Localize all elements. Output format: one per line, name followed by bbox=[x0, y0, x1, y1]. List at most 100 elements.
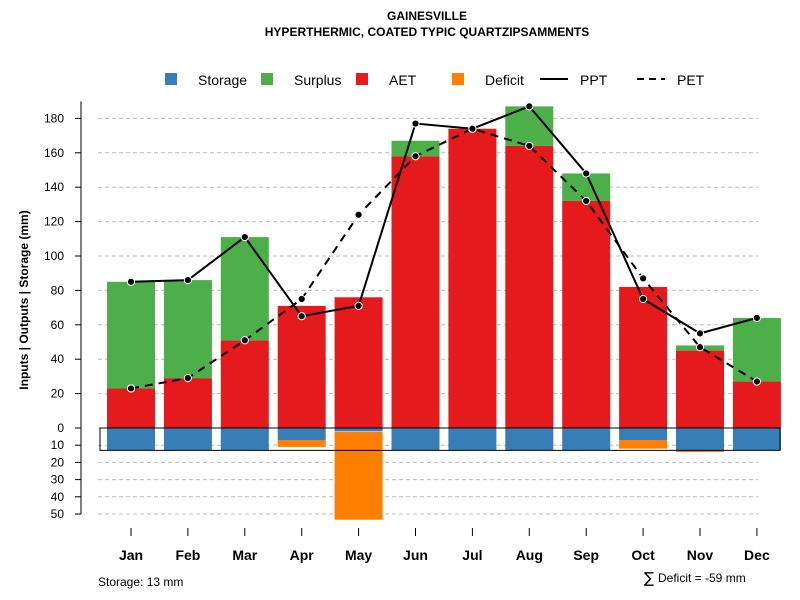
chart-subtitle: HYPERTHERMIC, COATED TYPIC QUARTZIPSAMME… bbox=[265, 25, 589, 39]
pet-point bbox=[525, 141, 534, 151]
ppt-point bbox=[354, 301, 363, 310]
y-tick-label: 50 bbox=[51, 507, 65, 521]
storage-bar bbox=[676, 428, 724, 451]
pet-point bbox=[411, 152, 420, 161]
aet-bar bbox=[163, 378, 212, 428]
ppt-point bbox=[240, 232, 249, 242]
y-tick-label: 10 bbox=[51, 438, 65, 452]
aet-bar bbox=[505, 145, 554, 429]
x-tick-label: May bbox=[345, 547, 372, 563]
y-tick-label: 180 bbox=[44, 111, 64, 125]
legend-ppt-label: PPT bbox=[580, 72, 608, 88]
footer-storage: Storage: 13 mm bbox=[98, 575, 183, 589]
x-tick-label: Jul bbox=[462, 547, 482, 563]
x-tick-label: Feb bbox=[175, 547, 200, 563]
pet-point bbox=[695, 343, 705, 352]
x-tick-label: Jun bbox=[403, 547, 428, 563]
y-tick-label: 160 bbox=[44, 146, 64, 160]
y-tick-label: 120 bbox=[44, 215, 64, 229]
ppt-point bbox=[582, 169, 591, 178]
aet-bar bbox=[676, 350, 724, 428]
pet-point bbox=[297, 294, 306, 304]
ppt-point bbox=[752, 313, 762, 323]
pet-point bbox=[639, 274, 648, 283]
y-tick-label: 20 bbox=[51, 387, 65, 401]
pet-line bbox=[130, 127, 758, 390]
aet-bar bbox=[277, 305, 326, 428]
ppt-point bbox=[639, 294, 648, 304]
legend-storage-swatch bbox=[165, 73, 177, 85]
y-tick-label: 40 bbox=[51, 352, 65, 366]
storage-bar bbox=[391, 428, 440, 451]
deficit-bar bbox=[277, 440, 326, 447]
x-tick-label: Nov bbox=[687, 547, 714, 563]
storage-bar bbox=[163, 428, 212, 451]
ppt-point bbox=[468, 124, 477, 133]
aet-bar bbox=[107, 388, 155, 428]
storage-bar bbox=[505, 428, 554, 451]
deficit-bar bbox=[676, 450, 724, 453]
pet-point bbox=[354, 210, 363, 219]
surplus-bar bbox=[220, 237, 269, 341]
legend-aet-swatch bbox=[356, 73, 368, 85]
legend-pet-label: PET bbox=[677, 72, 705, 88]
storage-bar bbox=[334, 428, 383, 432]
aet-bar bbox=[391, 156, 440, 429]
ppt-line bbox=[130, 105, 758, 335]
y-tick-label: 80 bbox=[51, 283, 65, 297]
storage-bar bbox=[562, 428, 611, 451]
legend-surplus-swatch bbox=[261, 73, 273, 85]
aet-bar bbox=[220, 340, 269, 428]
x-tick-label: Aug bbox=[516, 547, 543, 563]
aet-bar bbox=[562, 200, 611, 428]
pet-point bbox=[582, 196, 591, 206]
ppt-point bbox=[126, 277, 136, 286]
deficit-bar bbox=[334, 432, 383, 520]
y-axis-label: Inputs | Outputs | Storage (mm) bbox=[17, 210, 31, 389]
storage-bar bbox=[732, 428, 781, 451]
storage-capacity-box bbox=[99, 427, 781, 451]
legend-surplus-label: Surplus bbox=[294, 72, 341, 88]
x-tick-label: Oct bbox=[631, 547, 655, 563]
surplus-bar bbox=[107, 281, 155, 389]
chart-title: GAINESVILLE bbox=[387, 9, 467, 23]
ppt-point bbox=[695, 329, 705, 338]
pet-point bbox=[126, 384, 136, 393]
aet-bar bbox=[732, 381, 781, 428]
aet-bar bbox=[334, 297, 383, 428]
ppt-point bbox=[411, 119, 420, 128]
y-tick-label: 20 bbox=[51, 455, 65, 469]
legend-deficit-swatch bbox=[452, 73, 464, 85]
legend-storage-label: Storage bbox=[198, 72, 247, 88]
x-tick-label: Apr bbox=[290, 547, 315, 563]
x-tick-label: Jan bbox=[119, 547, 143, 563]
y-tick-label: 30 bbox=[51, 473, 65, 487]
pet-point bbox=[752, 377, 762, 386]
legend-deficit-label: Deficit bbox=[485, 72, 524, 88]
ppt-point bbox=[525, 102, 534, 111]
y-tick-label: 140 bbox=[44, 180, 64, 194]
ppt-point bbox=[183, 275, 192, 285]
surplus-bar bbox=[163, 280, 212, 379]
storage-bar bbox=[277, 428, 326, 441]
surplus-bar bbox=[562, 173, 611, 201]
y-tick-label: 40 bbox=[51, 490, 65, 504]
x-tick-label: Mar bbox=[232, 547, 257, 563]
y-tick-label: 60 bbox=[51, 318, 65, 332]
storage-bar bbox=[619, 428, 668, 441]
legend: Storage Surplus AET Deficit PPT PET bbox=[165, 72, 705, 88]
aet-bar bbox=[619, 286, 668, 428]
y-tick-label: 100 bbox=[44, 249, 64, 263]
footer-deficit: Deficit = -59 mm bbox=[658, 571, 746, 585]
legend-aet-label: AET bbox=[389, 72, 417, 88]
pet-point bbox=[240, 336, 249, 345]
x-tick-label: Sep bbox=[573, 547, 599, 563]
storage-bar bbox=[448, 428, 497, 451]
surplus-bar bbox=[391, 140, 440, 157]
aet-bar bbox=[448, 128, 497, 428]
storage-bar bbox=[220, 428, 269, 451]
storage-bar bbox=[107, 428, 155, 451]
y-tick-label: 0 bbox=[57, 421, 64, 435]
deficit-bar bbox=[619, 440, 668, 449]
